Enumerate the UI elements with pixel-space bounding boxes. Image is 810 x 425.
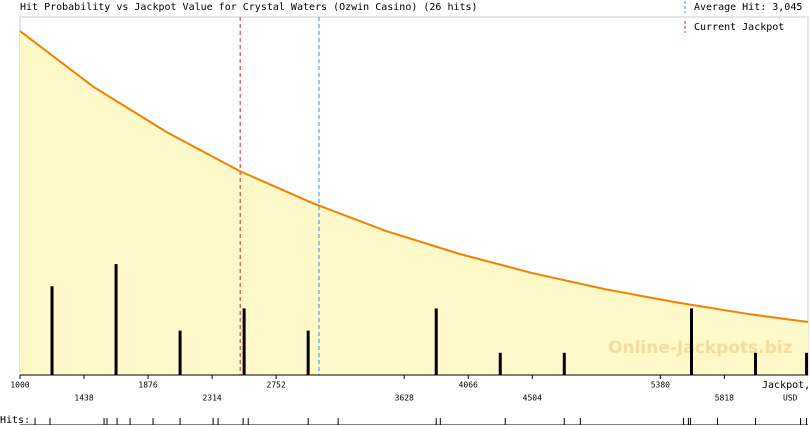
bar [562,352,566,375]
probability-curve [19,30,809,323]
chart-title: Hit Probability vs Jackpot Value for Cry… [20,2,478,13]
bar [306,330,310,375]
bar [114,264,118,375]
bar [242,308,246,375]
x-tick-label: 5818 [715,394,734,403]
x-tick-label: 2752 [267,381,286,390]
x-tick-label: 1876 [138,381,157,390]
bar [689,308,693,375]
x-axis-label: Jackpot, [762,380,810,391]
x-tick-label: 4504 [523,394,542,403]
x-axis-label: USD [783,394,798,403]
bar [178,330,182,375]
x-tick-label: 2314 [202,394,221,403]
x-tick-label: 3628 [395,394,414,403]
bar [498,352,502,375]
legend-label: Average Hit: 3,045 [694,2,802,13]
x-tick-label: 5380 [651,381,670,390]
x-tick-label: 1000 [10,381,29,390]
x-tick-label: 4066 [459,381,478,390]
watermark: Online-Jackpots.biz [608,338,793,358]
hits-label: Hits: [0,415,30,425]
bar [754,352,758,375]
bar [434,308,438,375]
x-tick-label: 1438 [74,394,93,403]
bar [50,286,54,375]
probability-area [20,31,808,375]
legend-label: Current Jackpot [694,22,784,33]
bar [805,352,809,375]
